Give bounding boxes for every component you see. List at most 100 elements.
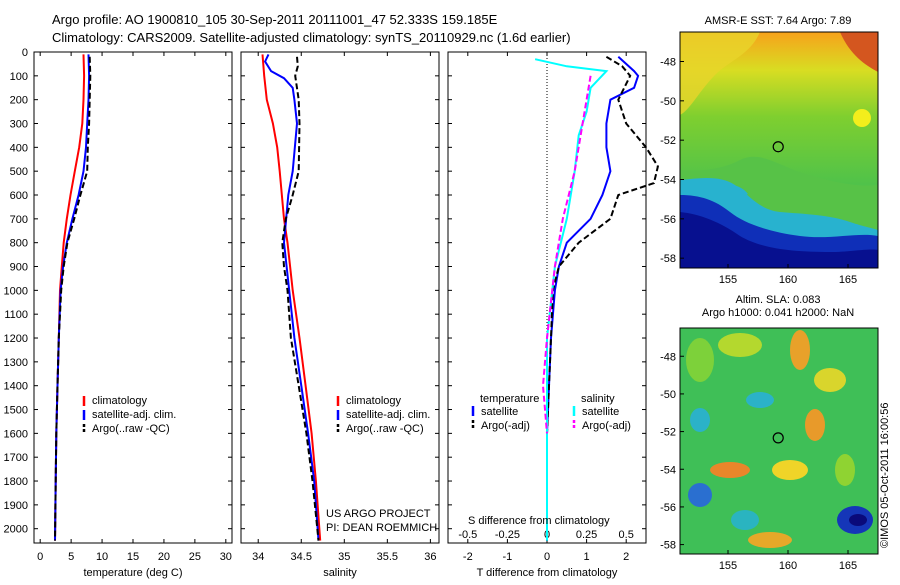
header-line1: Argo profile: AO 1900810_105 30-Sep-2011… — [52, 12, 498, 27]
series-line-salinity-satellite — [534, 58, 609, 541]
t-difference-axis-label: T difference from climatology — [477, 567, 618, 579]
x-tick-label: 35.5 — [377, 551, 398, 563]
depth-tick-label: 100 — [10, 71, 28, 83]
map-x-tick-label: 160 — [779, 274, 797, 286]
map-y-tick-label: -50 — [660, 389, 676, 401]
depth-tick-label: 1400 — [4, 381, 28, 393]
depth-tick-label: 1900 — [4, 500, 28, 512]
difference-plot: -2 -1 0 1 2-0.5 -0.25 0 0.25 0.5 — [458, 52, 659, 563]
sla-map-title: Altim. SLA: 0.083 — [736, 294, 821, 306]
legend-label-climatology: climatology — [92, 395, 148, 407]
x-tick-label: 30 — [220, 551, 232, 563]
depth-tick-label: 1000 — [4, 285, 28, 297]
x-tick-label: 34.5 — [291, 551, 312, 563]
map-x-tick-label: 165 — [839, 560, 857, 572]
legend-heading-temperature: temperature — [480, 393, 539, 405]
depth-tick-label: 2000 — [4, 524, 28, 536]
float-position-marker — [772, 432, 784, 444]
salinity-plot-frame — [240, 51, 440, 544]
s-diff-tick-label: -0.25 — [495, 529, 520, 541]
map-x-tick-label: 155 — [719, 560, 737, 572]
depth-tick-label: 1700 — [4, 452, 28, 464]
map-y-tick-label: -54 — [660, 175, 676, 187]
legend-label-t-satellite: satellite — [481, 406, 518, 418]
pi-annotation: PI: DEAN ROEMMICH — [326, 522, 437, 534]
depth-tick-label: 900 — [10, 262, 28, 274]
sst-map-title: AMSR-E SST: 7.64 Argo: 7.89 — [705, 15, 852, 27]
depth-tick-label: 1300 — [4, 357, 28, 369]
map-y-tick-label: -56 — [660, 214, 676, 226]
depth-axis: 0 100 200 300 400 500 600 700 800 900 1000 1100 1200… — [4, 47, 646, 536]
x-tick-label: 15 — [127, 551, 139, 563]
project-annotation: US ARGO PROJECT — [326, 508, 431, 520]
series-line-argo-raw-qc- — [281, 56, 320, 541]
series-line-satellite-adj-clim- — [263, 53, 320, 541]
depth-tick-label: 1600 — [4, 428, 28, 440]
sla-map-axes: 155 160 165 -48 -50 -52 -54 -56 -58 — [660, 351, 857, 572]
x-tick-label: 25 — [189, 551, 201, 563]
legend-label-satellite: satellite-adj. clim. — [346, 409, 430, 421]
x-tick-label: 0 — [544, 551, 550, 563]
x-tick-label: 1 — [584, 551, 590, 563]
s-diff-tick-label: 0.5 — [619, 529, 634, 541]
map-y-tick-label: -52 — [660, 427, 676, 439]
s-diff-tick-label: -0.5 — [458, 529, 477, 541]
map-y-tick-label: -48 — [660, 57, 676, 69]
x-tick-label: 35 — [338, 551, 350, 563]
x-tick-label: 34 — [252, 551, 264, 563]
series-line-argo-raw-qc- — [54, 56, 92, 541]
s-diff-tick-label: 0.25 — [576, 529, 597, 541]
map-y-tick-label: -50 — [660, 96, 676, 108]
temperature-plot-frame — [33, 51, 233, 544]
sst-map-axes: 155 160 165 -48 -50 -52 -54 -56 -58 — [660, 57, 857, 287]
map-y-tick-label: -58 — [660, 253, 676, 265]
map-y-tick-label: -58 — [660, 540, 676, 552]
series-line-salinity-argo-adj- — [541, 75, 592, 434]
legend-label-climatology: climatology — [346, 395, 402, 407]
sla-map-subtitle: Argo h1000: 0.041 h2000: NaN — [702, 307, 854, 319]
map-y-tick-label: -52 — [660, 135, 676, 147]
depth-tick-label: 1500 — [4, 405, 28, 417]
depth-tick-label: 400 — [10, 142, 28, 154]
map-y-tick-label: -54 — [660, 464, 676, 476]
s-difference-label: S difference from climatology — [468, 515, 610, 527]
depth-tick-label: 1100 — [4, 309, 28, 321]
depth-tick-label: 200 — [10, 95, 28, 107]
depth-tick-label: 700 — [10, 214, 28, 226]
series-line-temperature-argo-adj- — [546, 55, 659, 541]
sla-map-frame — [679, 327, 879, 555]
temperature-legend: climatology satellite-adj. clim. Argo(..… — [82, 395, 176, 435]
map-x-tick-label: 165 — [839, 274, 857, 286]
map-x-tick-label: 155 — [719, 274, 737, 286]
temperature-plot: 0 5 10 15 20 25 30 — [37, 52, 232, 563]
sst-map-frame — [679, 31, 879, 269]
legend-label-argo: Argo(..raw -QC) — [346, 423, 424, 435]
x-tick-label: 20 — [158, 551, 170, 563]
header-line2: Climatology: CARS2009. Satellite-adjuste… — [52, 30, 571, 45]
legend-label-t-argo: Argo(-adj) — [481, 420, 530, 432]
legend-label-s-argo: Argo(-adj) — [582, 420, 631, 432]
depth-tick-label: 300 — [10, 119, 28, 131]
temperature-axis-label: temperature (deg C) — [83, 567, 182, 579]
depth-tick-label: 600 — [10, 190, 28, 202]
x-tick-label: 2 — [623, 551, 629, 563]
series-line-climatology — [261, 54, 322, 541]
map-y-tick-label: -48 — [660, 351, 676, 363]
x-tick-label: 5 — [68, 551, 74, 563]
x-tick-label: 10 — [96, 551, 108, 563]
salinity-plot: 34 34.5 35 35.5 36 — [252, 52, 437, 563]
depth-tick-label: 500 — [10, 166, 28, 178]
depth-tick-label: 1200 — [4, 333, 28, 345]
legend-heading-salinity: salinity — [581, 393, 615, 405]
sst-map-image — [680, 32, 878, 268]
float-position-marker — [772, 141, 784, 153]
series-line-temperature-satellite — [546, 56, 640, 541]
difference-legend: temperature salinity satellite Argo(-adj… — [468, 393, 631, 527]
salinity-axis-label: salinity — [323, 567, 357, 579]
depth-tick-label: 1800 — [4, 476, 28, 488]
sla-map-image — [680, 328, 878, 554]
map-y-tick-label: -56 — [660, 502, 676, 514]
salinity-legend: climatology satellite-adj. clim. Argo(..… — [326, 395, 437, 534]
legend-label-satellite: satellite-adj. clim. — [92, 409, 176, 421]
